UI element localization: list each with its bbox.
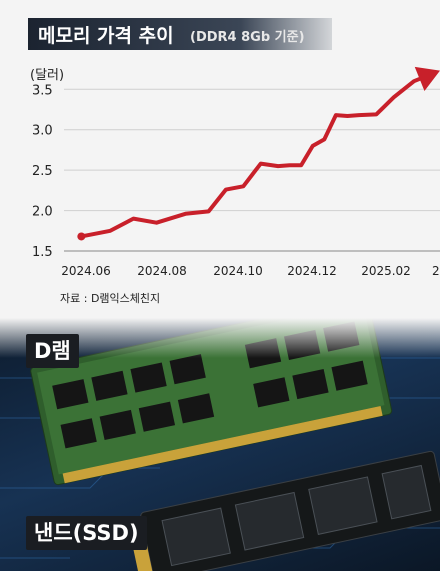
y-tick-label: 2.0	[32, 205, 53, 220]
dram-label: D램	[26, 334, 79, 368]
y-tick-label: 3.0	[32, 124, 53, 139]
x-tick-label: 2024.12	[287, 264, 337, 278]
x-tick-label: 2024.06	[61, 264, 111, 278]
chart-subtitle: (DDR4 8Gb 기준)	[190, 30, 305, 45]
memory-photo: D램 낸드(SSD)	[0, 318, 440, 571]
x-tick-label: 2024.10	[213, 264, 263, 278]
price-line	[79, 74, 428, 239]
nand-label: 낸드(SSD)	[26, 516, 147, 550]
arrowhead-icon	[414, 66, 440, 91]
x-tick-label: 2025.02	[361, 264, 411, 278]
x-tick-label: 2024.08	[137, 264, 187, 278]
x-tick-label: 2	[432, 264, 440, 278]
start-point	[77, 232, 86, 241]
y-tick-label: 3.5	[32, 83, 53, 98]
chart-title-banner: 메모리 가격 추이 (DDR4 8Gb 기준)	[28, 18, 332, 50]
chart-title: 메모리 가격 추이	[38, 25, 174, 47]
y-tick-label: 1.5	[32, 245, 53, 260]
y-axis-unit-label: (달러)	[30, 68, 65, 83]
line-chart: 1.5 2.0 2.5 3.0 3.5 2024.06 2024.08 2024.10 202…	[32, 66, 440, 278]
source-note: 자료 : D램익스체친지	[60, 292, 161, 305]
y-tick-label: 2.5	[32, 164, 53, 179]
